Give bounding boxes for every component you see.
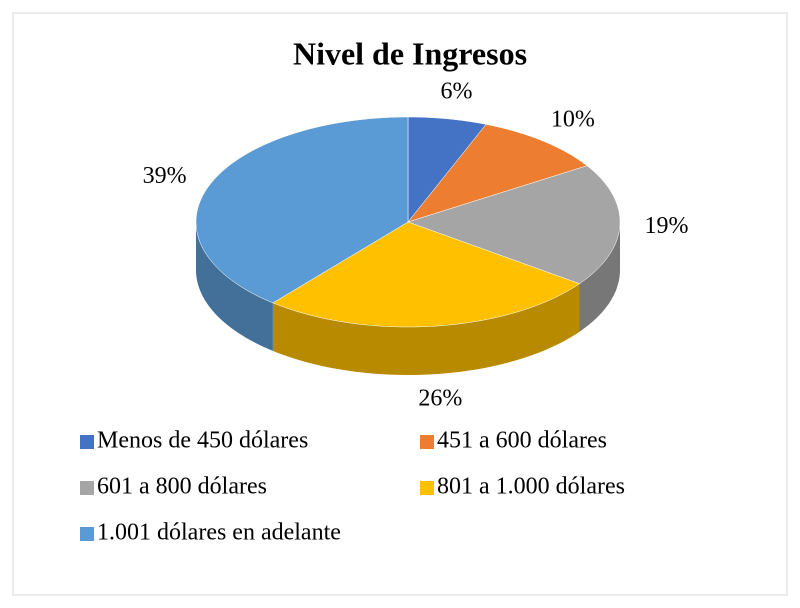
legend-label: 801 a 1.000 dólares [437,474,625,500]
pie-slice-side [196,222,273,351]
legend-swatch [80,435,94,449]
pie-slice-side [272,283,580,375]
pie-slice [407,124,588,223]
legend-label: 1.001 dólares en adelante [97,520,341,546]
pie-slice [407,116,487,223]
data-label: 39% [143,163,187,189]
legend-swatch [80,481,94,495]
chart-title: Nivel de Ingresos [293,35,527,71]
pie-slice-side [579,222,620,332]
legend-label: 451 a 600 dólares [437,428,607,454]
data-label: 26% [418,385,462,411]
data-label: 10% [551,106,595,132]
legend-label: Menos de 450 dólares [97,428,308,454]
legend-swatch [420,481,434,495]
legend-swatch [420,435,434,449]
pie-slice [407,165,621,284]
legend-swatch [80,527,94,541]
legend-label: 601 a 800 dólares [97,474,267,500]
data-label: 6% [440,79,472,105]
pie-slice [272,221,581,328]
pie-slice [195,116,409,304]
pie-sides [196,222,620,375]
data-label: 19% [645,213,689,239]
